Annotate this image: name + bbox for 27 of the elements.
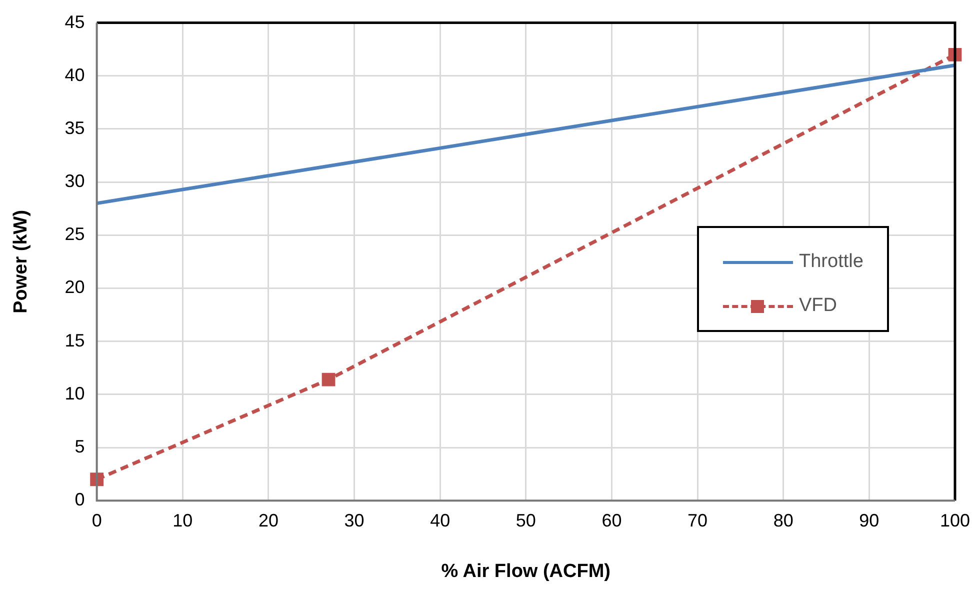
x-tick-label: 0 xyxy=(92,510,102,530)
y-tick-label: 30 xyxy=(64,171,85,192)
point xyxy=(322,372,336,386)
y-tick-label: 10 xyxy=(64,383,85,404)
x-tick-label: 40 xyxy=(430,510,450,530)
x-tick-label: 20 xyxy=(258,510,278,530)
y-tick-label: 15 xyxy=(64,330,85,350)
y-tick-label: 35 xyxy=(64,118,85,138)
x-tick-label: 10 xyxy=(172,510,193,530)
y-tick-label: 25 xyxy=(64,224,85,244)
x-tick-label: 70 xyxy=(688,510,708,530)
x-tick-label: 80 xyxy=(773,510,794,530)
y-tick-label: 5 xyxy=(74,436,85,456)
y-tick-label: 20 xyxy=(64,277,85,298)
y-tick-label: 40 xyxy=(64,64,85,85)
x-tick-label: 100 xyxy=(940,510,970,530)
y-axis-title: Power (kW) xyxy=(10,210,32,314)
x-tick-label: 90 xyxy=(859,510,880,530)
x-tick-label: 30 xyxy=(344,510,364,530)
legend-label: VFD xyxy=(799,295,837,317)
legend-label: Throttle xyxy=(799,251,864,273)
y-tick-label: 45 xyxy=(64,12,85,32)
x-axis-title: % Air Flow (ACFM) xyxy=(441,560,611,582)
x-tick-label: 50 xyxy=(516,510,536,530)
point xyxy=(90,472,104,486)
x-tick-label: 60 xyxy=(602,510,622,530)
y-tick-label: 0 xyxy=(74,490,85,510)
